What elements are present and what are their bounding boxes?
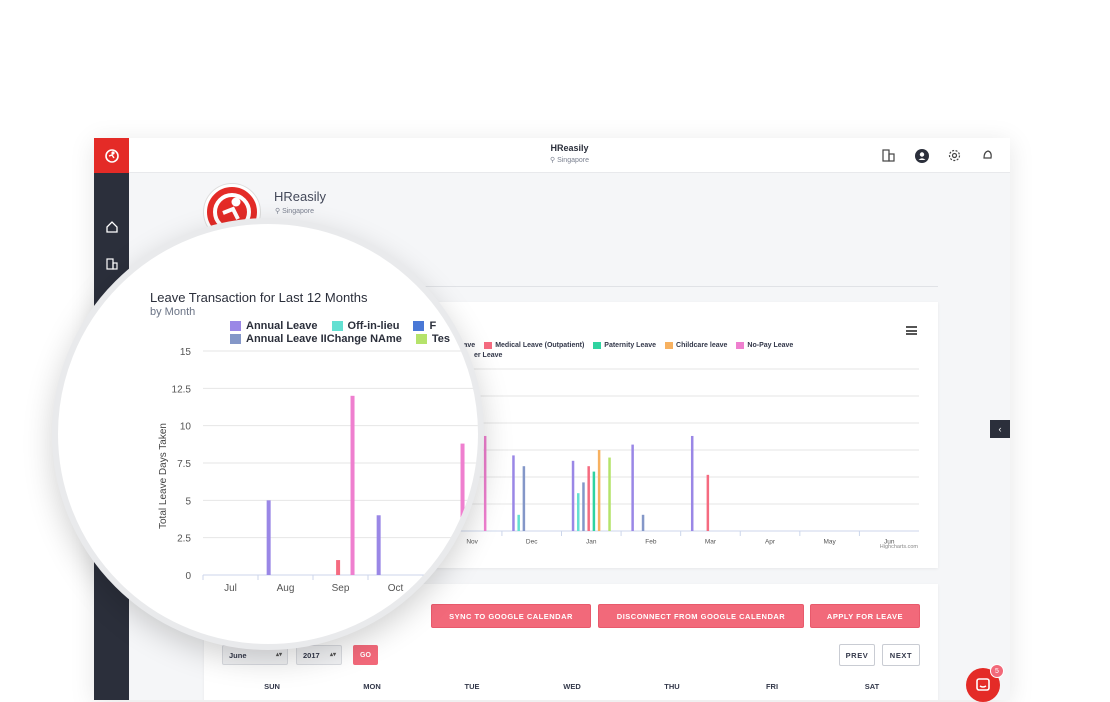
legend-item[interactable]: Paternity Leave [593,342,656,349]
legend-item[interactable]: Tes [415,332,450,345]
x-tick-label: Nov [442,583,460,594]
apply-for-leave-button[interactable]: APPLY FOR LEAVE [810,604,920,628]
settings-button[interactable] [946,147,963,164]
x-tick-label: Jul [224,583,237,594]
brand-logo[interactable] [94,138,129,173]
bar [350,395,355,575]
notifications-button[interactable] [979,147,996,164]
chart-subtitle: by Month [150,306,196,318]
bar [460,443,465,575]
y-tick-label: 15 [180,347,192,358]
y-tick-label: 12.5 [172,384,192,395]
bell-icon [983,150,992,159]
x-tick-label: Sep [332,583,350,594]
bar [376,515,381,575]
prev-button[interactable]: PREV [839,644,875,666]
company-name: HReasily [274,189,327,204]
y-tick-label: 0 [185,571,191,582]
legend-item[interactable]: F [413,319,436,332]
collapse-panel-button[interactable]: ‹ [990,420,1010,438]
home-icon [105,220,118,233]
gear-icon [948,149,961,162]
next-button[interactable]: NEXT [882,644,920,666]
org-button[interactable] [880,147,897,164]
go-button[interactable]: GO [353,645,378,665]
x-tick-label: Oct [388,583,404,594]
y-tick-label: 10 [180,422,192,433]
legend-item[interactable]: Annual Leave IIChange NAme [230,332,402,345]
chevron-updown-icon: ▴▾ [329,652,336,658]
chart-legend: Annual Leave Off-in-lieu F Annual Leave … [230,319,450,345]
weekday-label: WED [563,682,581,691]
y-tick-label: 5 [185,496,191,507]
profile-button[interactable] [913,147,930,164]
bar [266,500,271,575]
weekday-label: SAT [864,682,880,691]
weekday-label: THU [664,682,680,691]
legend-item[interactable]: Medical Leave (Outpatient) [484,342,584,349]
weekday-label: FRI [765,682,779,691]
chart-title: Leave Transaction for Last 12 Months [150,290,368,305]
disconnect-google-calendar-button[interactable]: DISCONNECT FROM GOOGLE CALENDAR [598,604,804,628]
company-location: ⚲ Singapore [275,208,314,215]
sidebar-item-company[interactable] [94,247,129,280]
building-icon [882,149,895,162]
weekday-header: SUN MON TUE WED THU FRI SAT [222,682,922,691]
logo-icon [104,148,119,163]
bar [336,560,341,575]
building-icon [105,257,118,270]
chart-menu-icon[interactable] [906,326,917,335]
top-bar: HReasily ⚲ Singapore [129,138,1010,173]
magnifier-lens: Leave Transaction for Last 12 Months by … [52,218,484,650]
legend-item[interactable]: Off-in-lieu [331,319,399,332]
weekday-label: TUE [464,682,480,691]
weekday-label: MON [363,682,381,691]
sync-google-calendar-button[interactable]: SYNC TO GOOGLE CALENDAR [431,604,591,628]
app-title: HReasily [550,143,589,153]
legend-item[interactable]: Annual Leave [230,319,318,332]
legend-item[interactable]: No-Pay Leave [736,342,793,349]
y-tick-label: 2.5 [177,534,191,545]
sidebar-item-home[interactable] [94,210,129,243]
year-select[interactable]: 2017 ▴▾ [296,645,342,665]
chat-icon [976,678,990,691]
chevron-updown-icon: ▴▾ [275,652,282,658]
magnified-chart: 02.557.51012.515JulAugSepOctNovDecJanFeb… [172,347,478,594]
app-location: ⚲ Singapore [550,157,589,164]
legend-item[interactable]: Childcare leave [665,342,727,349]
chat-unread-badge: 5 [990,664,1004,678]
month-select[interactable]: June ▴▾ [222,645,288,665]
legend-item[interactable]: er Leave [474,352,503,359]
x-tick-label: Aug [277,583,295,594]
divider [204,286,938,287]
weekday-label: SUN [264,682,280,691]
user-icon [914,148,929,163]
y-tick-label: 7.5 [177,459,191,470]
